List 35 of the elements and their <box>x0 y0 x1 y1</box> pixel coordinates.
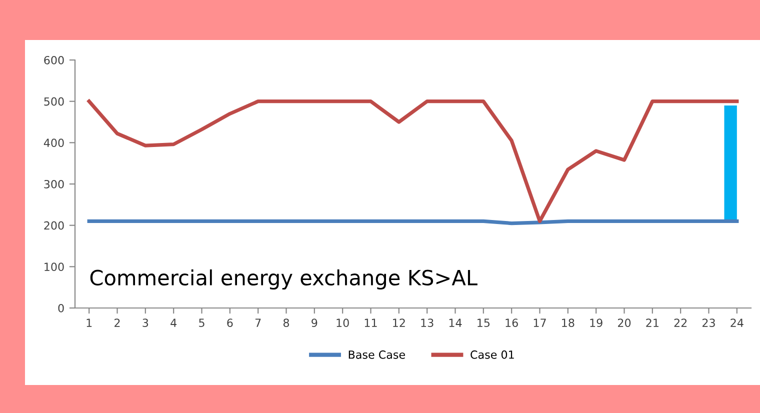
x-tick-label: 2 <box>114 318 120 327</box>
x-tick-label: 16 <box>506 318 518 328</box>
x-tick-label: 5 <box>199 318 204 328</box>
x-tick-label: 3 <box>142 318 148 328</box>
x-tick-label: 7 <box>255 318 261 327</box>
y-tick-label: 400 <box>44 138 64 148</box>
x-tick-label: 12 <box>393 318 405 327</box>
x-tick-label: 18 <box>562 318 574 328</box>
x-tick-label: 13 <box>421 318 434 328</box>
x-tick-label: 21 <box>646 318 658 327</box>
y-tick-label: 300 <box>44 180 64 188</box>
x-tick-label: 11 <box>364 318 377 327</box>
x-tick-label: 22 <box>674 318 687 327</box>
legend-label: Base Case <box>348 350 405 359</box>
y-tick-label: 500 <box>44 97 64 106</box>
line-series <box>87 100 739 224</box>
x-tick-label: 4 <box>170 318 176 327</box>
x-tick-label: 20 <box>618 318 631 328</box>
y-tick-label: 0 <box>58 304 64 312</box>
x-tick-label: 6 <box>227 318 233 328</box>
x-tick-label: 9 <box>312 318 318 328</box>
x-tick-label: 17 <box>534 318 546 327</box>
x-tick-label: 15 <box>478 318 490 328</box>
x-tick-label: 14 <box>449 318 462 327</box>
x-tick-label: 23 <box>702 318 715 328</box>
x-tick-label: 1 <box>86 318 92 327</box>
y-tick-label: 600 <box>44 56 64 64</box>
legend-label: Case 01 <box>470 350 514 359</box>
x-tick-label: 24 <box>730 318 744 327</box>
annotation: Commercial energy exchange KS>AL <box>90 269 478 290</box>
y-tick-label: 200 <box>44 221 64 230</box>
x-tick-label: 10 <box>336 318 349 328</box>
x-tick-label: 8 <box>283 318 290 328</box>
y-tick-label: 100 <box>44 262 64 272</box>
x-tick-label: 19 <box>590 318 602 328</box>
